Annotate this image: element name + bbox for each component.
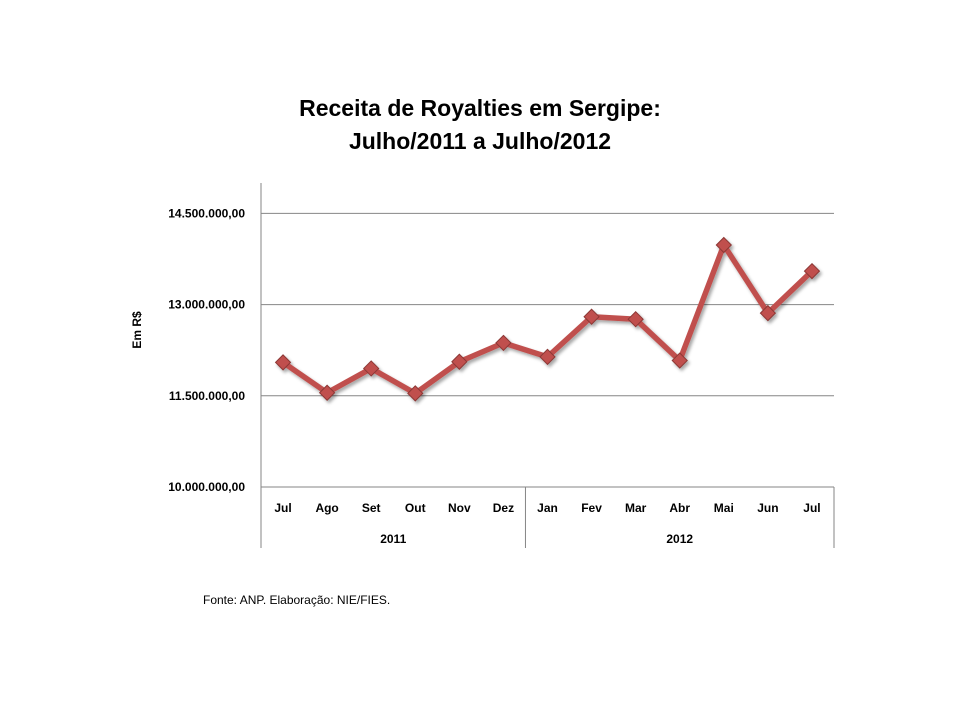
- series-revenue: [274, 236, 821, 402]
- x-tick-label-9: Abr: [669, 501, 690, 515]
- x-tick-label-8: Mar: [625, 501, 647, 515]
- x-tick-label-12: Jul: [803, 501, 820, 515]
- data-point-10: [715, 236, 733, 254]
- data-point-8: [627, 310, 644, 328]
- chart-title: Receita de Royalties em Sergipe: Julho/2…: [180, 92, 780, 158]
- data-point-4: [451, 353, 468, 370]
- year-label-2011: 2011: [380, 532, 406, 546]
- data-point-2: [362, 360, 380, 377]
- data-point-12: [803, 262, 821, 280]
- y-tick-label-0: 10.000.000,00: [168, 480, 245, 494]
- y-axis-label: Em R$: [130, 311, 144, 349]
- x-tick-label-7: Fev: [581, 501, 602, 515]
- year-label-2012: 2012: [666, 532, 693, 546]
- x-tick-label-3: Out: [405, 501, 426, 515]
- series-line-0: [280, 242, 815, 397]
- y-tick-label-3: 14.500.000,00: [168, 206, 245, 220]
- x-tick-label-11: Jun: [757, 501, 778, 515]
- data-point-9: [671, 352, 688, 369]
- chart-title-line-1: Receita de Royalties em Sergipe:: [299, 95, 661, 121]
- y-tick-label-1: 11.500.000,00: [169, 389, 245, 403]
- x-tick-labels: Jul Ago Set Out Nov Dez Jan Fev Mar Abr Mai Jun Jul: [274, 501, 820, 515]
- gridlines: [261, 212, 834, 397]
- x-tick-label-0: Jul: [274, 501, 291, 515]
- y-tick-labels: 10.000.000,00 11.500.000,00 13.000.000,00 1…: [168, 206, 245, 494]
- axes: [260, 183, 835, 548]
- source-note: Fonte: ANP. Elaboração: NIE/FIES.: [203, 593, 391, 607]
- x-tick-label-5: Dez: [493, 501, 514, 515]
- data-point-7: [583, 308, 600, 325]
- x-tick-label-10: Mai: [714, 501, 734, 515]
- x-tick-label-1: Ago: [315, 501, 338, 515]
- data-point-6: [539, 348, 556, 366]
- year-group-labels: 2011 2012: [380, 532, 693, 546]
- data-point-3: [407, 385, 424, 402]
- x-tick-label-6: Jan: [537, 501, 558, 515]
- y-tick-label-2: 13.000.000,00: [168, 298, 245, 312]
- chart-title-line-2: Julho/2011 a Julho/2012: [348, 128, 612, 154]
- data-point-1: [318, 384, 336, 401]
- data-point-0: [274, 354, 292, 371]
- data-point-5: [495, 334, 512, 352]
- x-tick-label-4: Nov: [448, 501, 471, 515]
- x-tick-label-2: Set: [362, 501, 381, 515]
- data-point-11: [759, 304, 777, 322]
